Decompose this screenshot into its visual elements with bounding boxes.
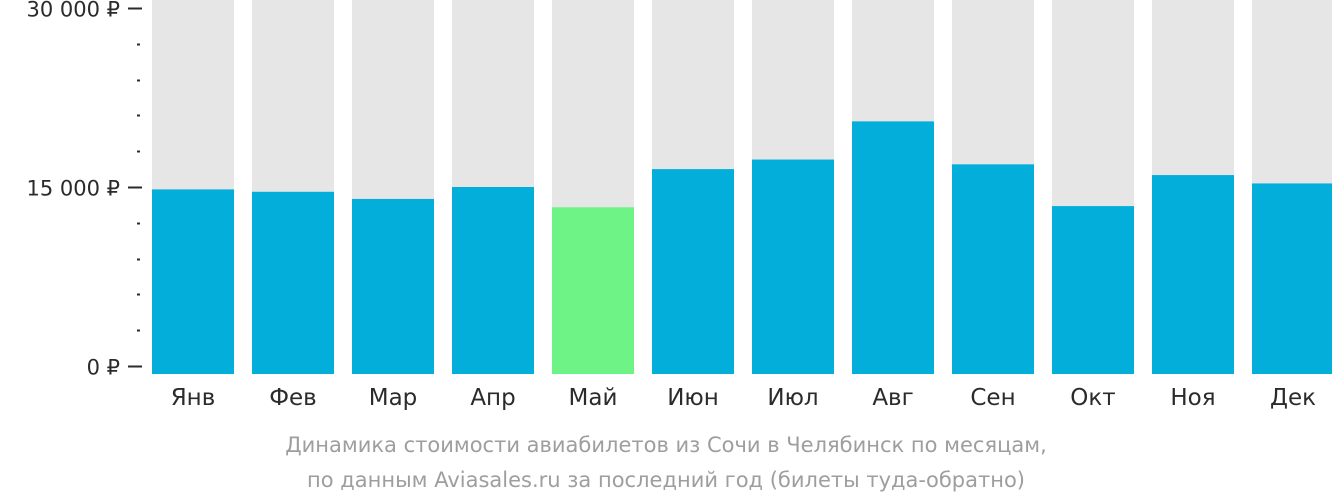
x-tick-label: Фев [269,385,317,411]
bar-Авг[interactable] [852,121,934,374]
x-tick-label: Июн [667,385,719,411]
x-tick-label: Май [569,385,618,411]
y-tick-label: 30 000 ₽ [26,0,120,22]
bar-Апр[interactable] [452,187,534,374]
y-tick-label: 15 000 ₽ [26,177,120,201]
bar-Окт[interactable] [1052,206,1134,374]
x-tick-label: Ноя [1170,385,1215,411]
bar-Дек[interactable] [1252,183,1332,374]
bar-Июл[interactable] [752,159,834,374]
x-axis-labels: Янв Фев Мар Апр Май Июн Июл Авг Сен Окт Ноя Дек [171,385,1316,411]
bar-Мар[interactable] [352,198,434,374]
bar-Фев[interactable] [252,191,334,374]
bars [152,121,1332,374]
bar-Ноя[interactable] [1152,175,1234,374]
chart-caption-line-2: по данным Aviasales.ru за последний год … [307,468,1025,492]
x-tick-label: Янв [171,385,216,411]
y-tick-label: 0 ₽ [87,356,120,380]
x-tick-label: Апр [470,385,515,411]
chart-caption-line-1: Динамика стоимости авиабилетов из Сочи в… [285,433,1047,457]
bar-Июн[interactable] [652,169,734,374]
bar-Май[interactable] [552,207,634,374]
x-tick-label: Июл [767,385,818,411]
x-tick-label: Дек [1270,385,1316,411]
x-tick-label: Сен [970,385,1015,411]
bar-Янв[interactable] [152,189,234,374]
x-tick-label: Мар [369,385,418,411]
chart-canvas: 0 ₽ 15 000 ₽ 30 000 ₽ Янв Фев Мар Апр Май Июн Ию… [26,0,1332,411]
y-axis: 0 ₽ 15 000 ₽ 30 000 ₽ [26,0,142,380]
x-tick-label: Окт [1070,385,1115,411]
x-tick-label: Авг [872,385,913,411]
bar-Сен[interactable] [952,164,1034,374]
